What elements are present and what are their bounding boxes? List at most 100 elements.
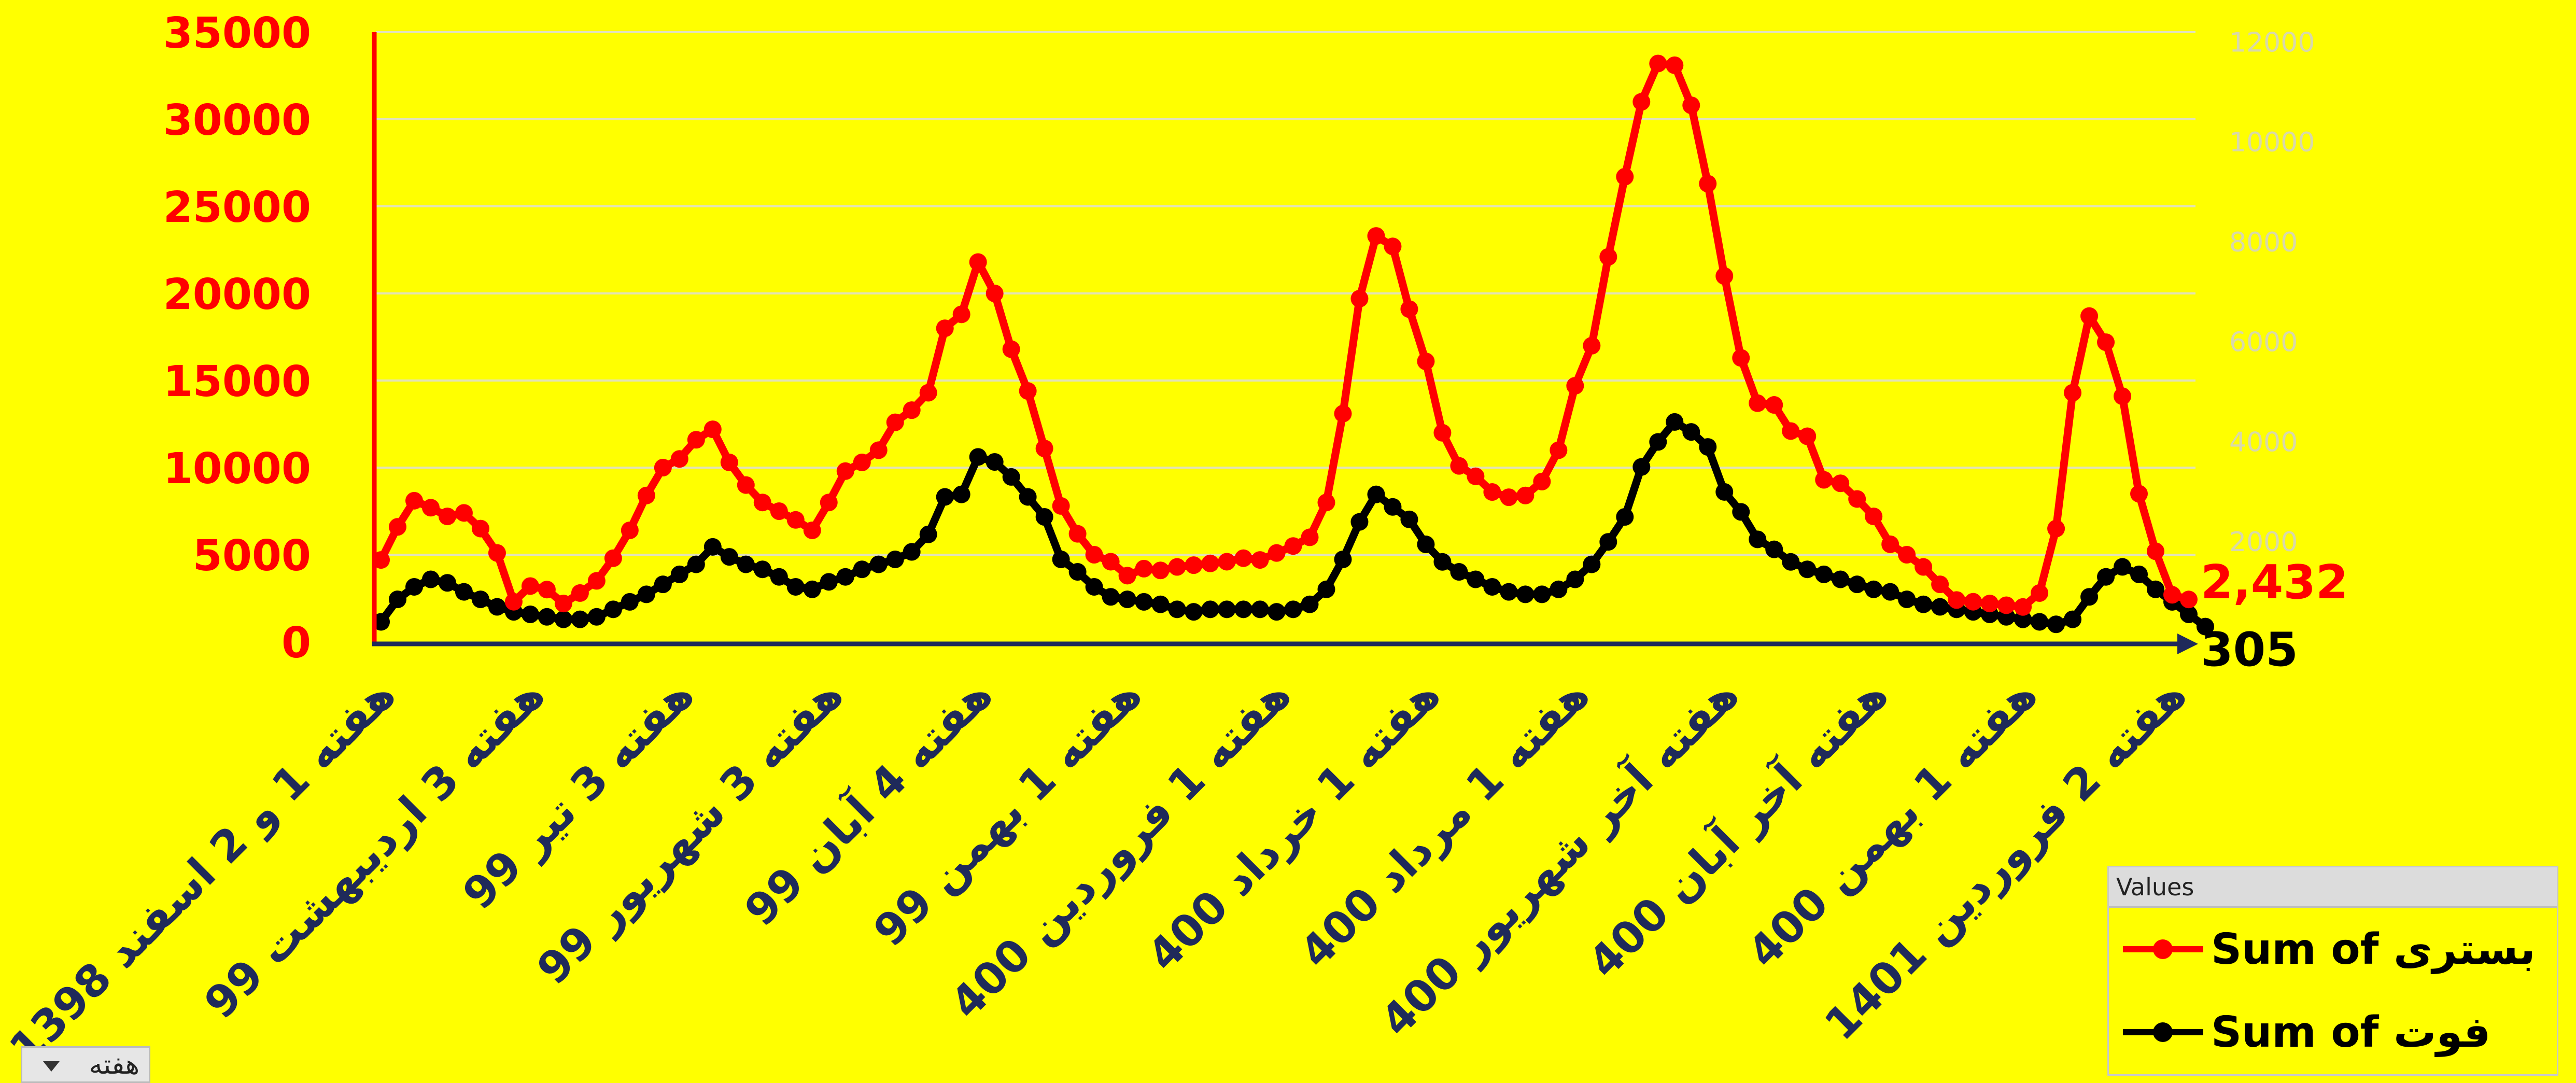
legend-item-hospitalized: Sum of بستری	[2120, 918, 2536, 980]
series-0-point	[1168, 558, 1186, 576]
series-0-point	[1550, 441, 1568, 459]
series-0-point	[438, 508, 456, 526]
series-0-point	[488, 544, 506, 562]
series-0-point	[388, 518, 406, 536]
axes	[372, 32, 2198, 654]
series-1-point	[886, 550, 904, 568]
series-0-point	[1218, 553, 1236, 571]
series-1-point	[1732, 503, 1750, 521]
series-1-point	[1566, 570, 1584, 588]
series-0-point	[1483, 483, 1501, 501]
series-0-point	[1931, 575, 1949, 594]
series-0-point	[1566, 377, 1584, 395]
series-0-point	[936, 319, 954, 337]
series-1-point	[1516, 585, 1535, 603]
series-0-point	[621, 521, 639, 539]
series-1-point	[786, 578, 805, 596]
series-1-point	[1616, 508, 1634, 526]
series-1-point	[1500, 583, 1518, 601]
series-1-point	[803, 580, 821, 598]
series-1-point	[1284, 600, 1302, 618]
series-0-point	[2147, 542, 2165, 560]
series-1-point	[1832, 570, 1850, 588]
series-0-point	[1268, 544, 1286, 562]
series-0-point	[1898, 546, 1916, 564]
series-1-point	[670, 565, 688, 583]
series-1-point	[554, 610, 572, 628]
series-0-point	[1467, 467, 1485, 485]
series-1-point	[1583, 555, 1601, 573]
series-0-point	[1832, 474, 1850, 493]
series-1-point	[720, 548, 738, 566]
series-1-point	[604, 600, 622, 618]
field-filter-button[interactable]: هفته	[21, 1046, 150, 1083]
series-0-point	[2130, 485, 2148, 503]
series-0-point	[1035, 440, 1053, 458]
series-1-point	[654, 575, 672, 594]
series-1-point	[1749, 530, 1767, 548]
series-1-point	[2180, 605, 2198, 623]
series-1-point	[1019, 488, 1037, 506]
series-1-point	[853, 560, 871, 579]
series-1-point	[1898, 590, 1916, 609]
series-0-point	[1350, 290, 1369, 308]
series-1-point	[2147, 580, 2165, 598]
series-1-point	[1881, 583, 1899, 601]
series-0-point	[1533, 472, 1551, 490]
series-0-point	[538, 581, 556, 599]
series-0-point	[1666, 56, 1684, 74]
series-1-point	[753, 560, 771, 579]
y-tick-left-label: 20000	[163, 270, 311, 319]
y-tick-left-label: 35000	[163, 9, 311, 58]
series-0-point	[1516, 486, 1535, 504]
series-0-point	[1765, 396, 1783, 414]
series-1-point	[471, 590, 489, 609]
series-1-point	[2130, 565, 2148, 583]
series-1-point	[1118, 590, 1136, 609]
series-1-point	[1052, 550, 1070, 568]
series-0-point	[1367, 227, 1385, 245]
series-1-point	[538, 608, 556, 626]
series-1-point	[1782, 553, 1800, 571]
series-1-point	[637, 585, 655, 603]
series-1-point	[388, 590, 406, 609]
series-0-point	[1782, 422, 1800, 440]
legend: Values Sum of بستری Sum of فوت	[2107, 866, 2558, 1076]
y-axis-right-ticks: 2000 4000 6000 8000 10000 12000	[2229, 27, 2315, 558]
series-1-point	[1915, 595, 1933, 613]
series-0-point	[1632, 93, 1651, 111]
series-1-point	[438, 574, 456, 592]
series-0-point	[903, 401, 921, 419]
series-1-point	[1599, 533, 1617, 551]
dropdown-arrow-icon	[43, 1061, 60, 1072]
series-0-point	[604, 549, 622, 567]
series-1-point	[836, 568, 854, 586]
series-1-point	[1350, 513, 1369, 531]
y-tick-right-label: 12000	[2229, 27, 2315, 58]
series-0-point	[1185, 556, 1203, 574]
x-tick-label: هفته 1 خرداد 400	[1138, 669, 1451, 981]
series-0-point	[571, 584, 589, 602]
series-0-point	[1649, 54, 1667, 73]
series-1-point	[488, 598, 506, 616]
y-tick-right-label: 10000	[2229, 127, 2315, 158]
series-0-point	[2014, 598, 2032, 616]
grid-lines	[376, 31, 2195, 556]
series-1-point	[737, 555, 755, 573]
series-0-point	[1201, 554, 1219, 572]
series-0-point	[1500, 488, 1518, 507]
series-0-point	[1450, 457, 1468, 475]
y-tick-left-label: 15000	[163, 357, 311, 406]
series-1-point	[1666, 413, 1684, 431]
series-0-point	[1981, 595, 1999, 613]
end-label-deaths: 305	[2201, 623, 2298, 677]
series-1-point	[571, 610, 589, 628]
series-1-point	[1334, 550, 1352, 568]
series-0-point	[654, 459, 672, 476]
series-1-point	[869, 555, 888, 573]
series-1-point	[1931, 598, 1949, 616]
series-1-point	[1268, 603, 1286, 621]
series-0-point	[1102, 553, 1120, 571]
series-0-point	[2180, 590, 2198, 609]
